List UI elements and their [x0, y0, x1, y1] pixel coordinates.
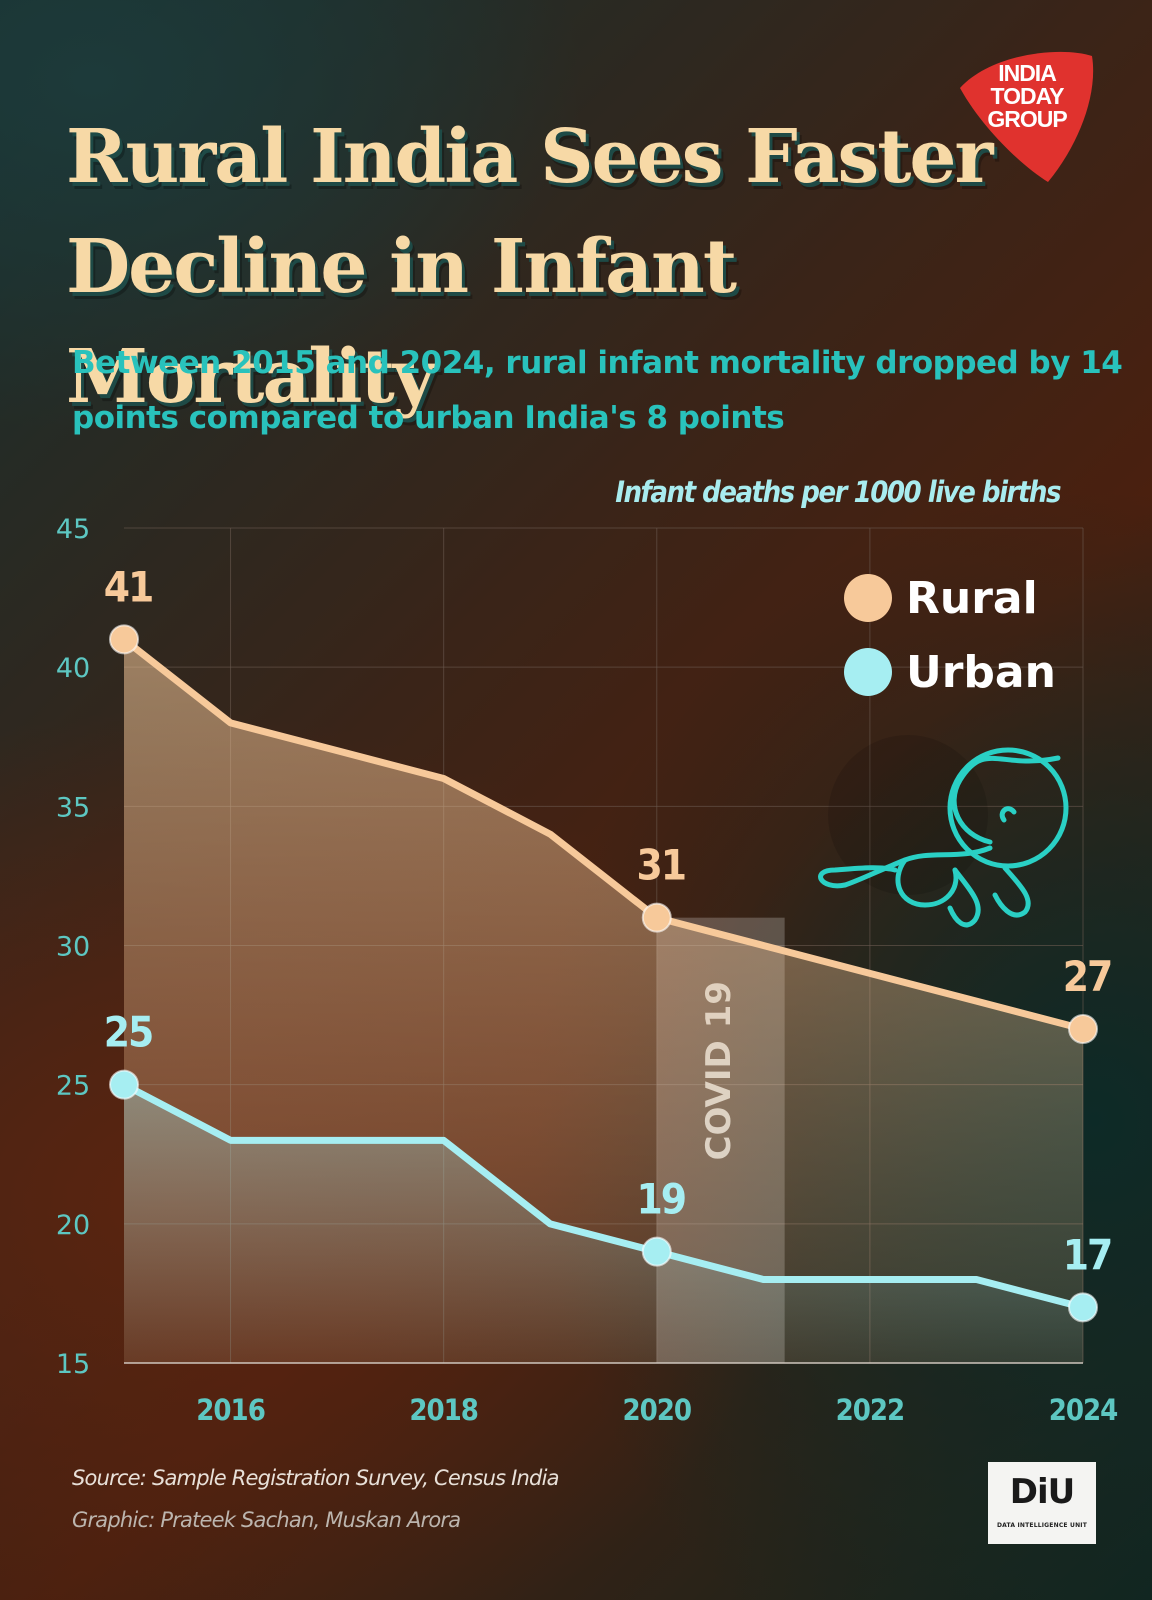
x-tick-label-2016: 2016 — [196, 1393, 265, 1427]
subtitle: Between 2015 and 2024, rural infant mort… — [72, 345, 1123, 436]
y-tick-label-25: 25 — [56, 1071, 90, 1102]
legend: Rural Urban — [844, 573, 1056, 698]
india-today-logo-icon — [960, 51, 1094, 183]
rural-line — [120, 635, 1087, 1033]
axes: 15 20 25 30 35 40 45 2016 2018 2020 2022 2024 — [56, 514, 1118, 1427]
rural-point-2020 — [641, 902, 672, 933]
x-tick-label-2024: 2024 — [1049, 1393, 1118, 1427]
areas — [124, 639, 1083, 1363]
india-today-logo-text: INDIA TODAY GROUP — [987, 60, 1067, 132]
rural-label-2015: 41 — [104, 562, 153, 611]
legend-label-rural: Rural — [906, 573, 1038, 624]
urban-label-2020: 19 — [636, 1175, 685, 1224]
rural-point-2024 — [1068, 1014, 1098, 1044]
urban-label-2015: 25 — [104, 1008, 153, 1057]
diu-logo-text: DiU — [1009, 1472, 1076, 1512]
lines — [120, 635, 1087, 1311]
baby-icon — [818, 735, 1069, 928]
legend-label-urban: Urban — [906, 647, 1056, 698]
diu-logo: DiU DATA INTELLIGENCE UNIT — [988, 1462, 1096, 1544]
urban-point-2024 — [1068, 1292, 1098, 1323]
y-tick-label-30: 30 — [56, 932, 90, 963]
urban-point-2015 — [109, 1069, 139, 1100]
graphic-credit: Graphic: Prateek Sachan, Muskan Arora — [72, 1508, 461, 1532]
x-tick-label-2020: 2020 — [622, 1393, 691, 1427]
rural-label-2020: 31 — [636, 841, 685, 890]
legend-swatch-rural — [844, 574, 892, 622]
y-tick-label-20: 20 — [56, 1210, 90, 1241]
urban-area — [124, 1084, 1083, 1363]
x-tick-label-2022: 2022 — [836, 1393, 905, 1427]
rural-label-2024: 27 — [1063, 952, 1112, 1001]
urban-point-2020 — [641, 1236, 672, 1267]
points — [109, 624, 1098, 1323]
diu-logo-subtext: DATA INTELLIGENCE UNIT — [996, 1522, 1088, 1529]
y-tick-label-40: 40 — [56, 653, 90, 684]
source-note: Source: Sample Registration Survey, Cens… — [72, 1466, 559, 1490]
data-labels: 41 31 27 25 19 17 — [104, 562, 1114, 1279]
y-tick-label-45: 45 — [56, 514, 90, 545]
unit-label: Infant deaths per 1000 live births — [615, 475, 1061, 509]
x-tick-label-2018: 2018 — [409, 1393, 478, 1427]
urban-line — [120, 1081, 1087, 1311]
y-tick-label-35: 35 — [56, 792, 90, 823]
legend-swatch-urban — [844, 648, 892, 696]
urban-label-2024: 17 — [1063, 1230, 1112, 1279]
page-title: Rural India Sees Faster Decline in Infan… — [66, 114, 993, 420]
rural-point-2015 — [109, 624, 139, 655]
y-tick-label-15: 15 — [56, 1349, 90, 1380]
